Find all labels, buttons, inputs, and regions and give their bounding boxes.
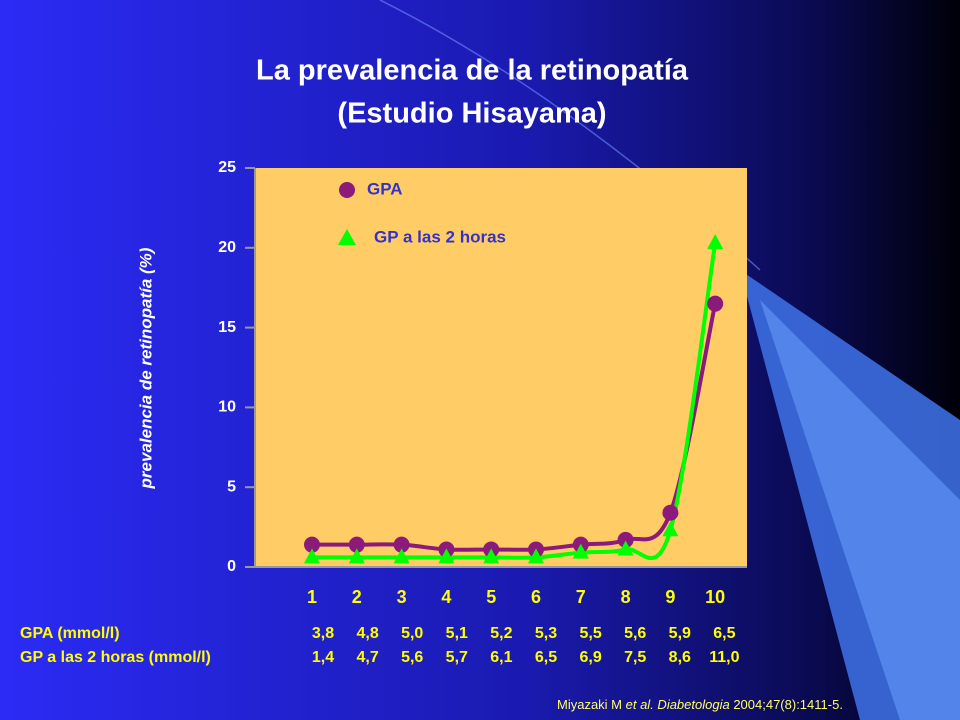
y-tick-label: 25 xyxy=(218,159,236,176)
citation: Miyazaki M et al. Diabetologia 2004;47(8… xyxy=(557,697,843,712)
row-value: 5,1 xyxy=(446,625,468,642)
row-label: GP a las 2 horas (mmol/l) xyxy=(20,649,211,666)
marker xyxy=(348,536,365,553)
plot-area xyxy=(255,168,747,567)
marker xyxy=(483,548,500,564)
marker xyxy=(348,548,365,564)
citation-part: Diabetologia xyxy=(654,697,730,712)
y-tick-label: 0 xyxy=(227,558,236,575)
y-tick-label: 20 xyxy=(218,239,236,256)
y-tick-label: 15 xyxy=(218,319,236,336)
marker xyxy=(707,234,724,250)
marker xyxy=(393,548,410,564)
marker xyxy=(438,548,455,564)
legend-marker xyxy=(338,229,356,245)
row-value: 3,8 xyxy=(312,625,334,642)
row-value: 5,0 xyxy=(401,625,423,642)
citation-part: Miyazaki M xyxy=(557,697,626,712)
row-label: GPA (mmol/l) xyxy=(20,625,120,642)
marker xyxy=(707,295,724,312)
row-value: 7,5 xyxy=(624,649,646,666)
x-tick-label: 1 xyxy=(307,587,317,607)
row-value: 6,5 xyxy=(713,625,735,642)
legend-marker xyxy=(339,182,355,198)
row-value: 5,9 xyxy=(669,625,691,642)
marker xyxy=(393,536,410,553)
x-tick-label: 2 xyxy=(352,587,362,607)
row-value: 5,5 xyxy=(579,625,601,642)
row-value: 5,2 xyxy=(490,625,512,642)
marker xyxy=(304,536,320,553)
row-value: 5,6 xyxy=(401,649,423,666)
marker xyxy=(617,540,634,556)
x-tick-label: 4 xyxy=(441,587,451,607)
marker xyxy=(662,521,679,537)
marker xyxy=(617,531,634,548)
x-tick-label: 10 xyxy=(705,587,725,607)
x-tick-label: 3 xyxy=(397,587,407,607)
legend-label: GP a las 2 horas xyxy=(374,227,506,246)
row-value: 4,8 xyxy=(356,625,378,642)
citation-part: 2004;47(8):1411-5. xyxy=(730,697,843,712)
x-tick-label: 6 xyxy=(531,587,541,607)
decor-shape xyxy=(760,300,960,720)
x-tick-label: 9 xyxy=(665,587,675,607)
marker xyxy=(528,548,544,564)
row-value: 6,1 xyxy=(490,649,512,666)
row-value: 5,7 xyxy=(446,649,468,666)
row-value: 8,6 xyxy=(669,649,691,666)
y-axis-label: prevalencia de retinopatía (%) xyxy=(136,247,155,489)
row-value: 6,5 xyxy=(535,649,557,666)
chart-title: La prevalencia de la retinopatía xyxy=(256,55,689,87)
x-tick-label: 7 xyxy=(576,587,586,607)
row-value: 4,7 xyxy=(356,649,378,666)
row-value: 1,4 xyxy=(312,649,334,666)
row-value: 11,0 xyxy=(709,649,739,666)
marker xyxy=(572,543,589,559)
chart-title: (Estudio Hisayama) xyxy=(337,98,606,130)
x-tick-label: 8 xyxy=(621,587,631,607)
marker xyxy=(662,504,679,521)
row-value: 6,9 xyxy=(579,649,601,666)
legend-label: GPA xyxy=(367,179,403,198)
row-value: 5,3 xyxy=(535,625,557,642)
citation-part: et al. xyxy=(626,697,654,712)
row-value: 5,6 xyxy=(624,625,646,642)
marker xyxy=(304,548,320,564)
x-tick-label: 5 xyxy=(486,587,496,607)
y-tick-label: 10 xyxy=(218,399,236,416)
y-tick-label: 5 xyxy=(227,478,236,495)
